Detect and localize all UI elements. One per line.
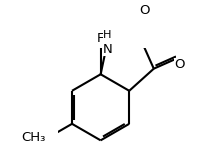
Text: O: O [139, 4, 150, 17]
Text: N: N [103, 43, 112, 56]
Text: O: O [174, 58, 185, 71]
Text: H: H [103, 30, 112, 40]
Text: CH₃: CH₃ [22, 131, 46, 144]
Text: F: F [97, 32, 104, 45]
